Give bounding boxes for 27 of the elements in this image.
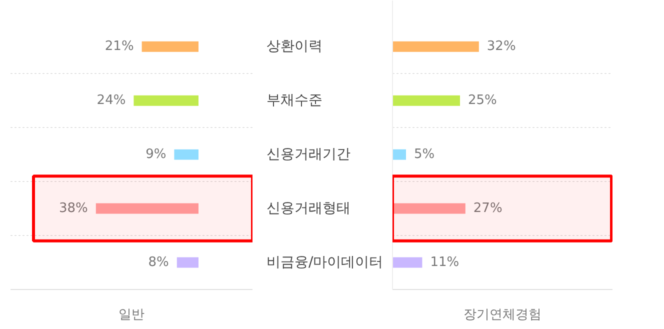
y-tick-label: 비금융/마이데이터 xyxy=(266,254,384,271)
bar xyxy=(96,203,198,214)
data-label: 38% xyxy=(59,201,88,216)
data-label: 5% xyxy=(414,147,435,162)
x-axis-title: 장기연체경험 xyxy=(464,308,542,322)
y-tick-label: 신용거래형태 xyxy=(266,200,350,217)
y-tick-label: 부채수준 xyxy=(266,92,322,109)
bar xyxy=(392,41,479,52)
bar xyxy=(392,257,422,268)
data-label: 21% xyxy=(104,39,134,54)
bar xyxy=(392,203,466,214)
bar xyxy=(392,95,460,106)
y-tick-label: 상환이력 xyxy=(266,38,322,55)
data-label: 11% xyxy=(430,255,460,270)
data-label: 9% xyxy=(146,147,166,162)
data-label: 32% xyxy=(486,39,516,54)
bar xyxy=(176,257,198,268)
data-label: 25% xyxy=(468,93,497,108)
x-axis-title: 일반 xyxy=(118,308,144,322)
bar xyxy=(392,149,406,160)
bar xyxy=(142,41,198,52)
data-label: 8% xyxy=(148,255,169,270)
data-label: 27% xyxy=(473,201,502,216)
y-tick-label: 신용거래기간 xyxy=(266,146,350,163)
bar xyxy=(134,95,198,106)
bar xyxy=(174,149,198,160)
data-label: 24% xyxy=(96,93,126,108)
